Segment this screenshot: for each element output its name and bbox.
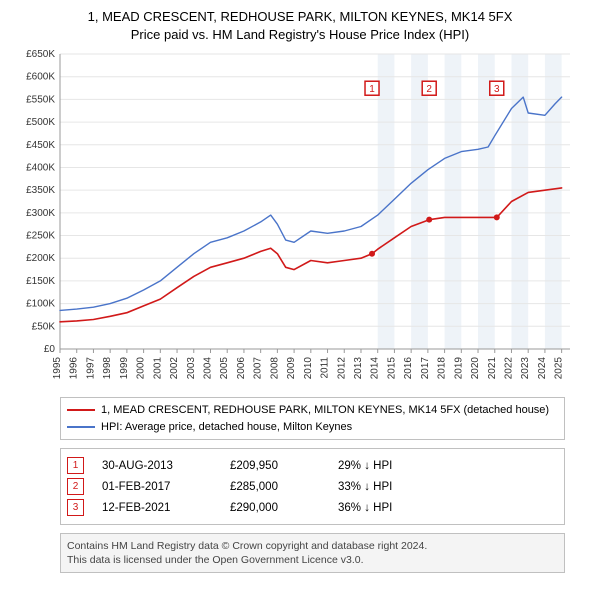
legend-label: 1, MEAD CRESCENT, REDHOUSE PARK, MILTON … [101,402,549,419]
x-tick-label: 2014 [370,357,381,380]
sales-marker: 3 [67,499,84,516]
attribution-box: Contains HM Land Registry data © Crown c… [60,533,565,573]
x-tick-label: 1995 [52,357,63,380]
price-chart-svg: £0 £50K £100K £150K £200K £250K £300K £350K £400… [10,49,590,389]
x-tick-label: 2024 [537,357,548,380]
x-tick-label: 2023 [520,357,531,380]
sale-tag-label: 1 [369,84,375,95]
sales-date: 01-FEB-2017 [102,481,212,493]
x-tick-label: 2010 [303,357,314,380]
x-tick-label: 2002 [169,357,180,380]
y-tick-label: £400K [26,163,55,174]
chart-area: £0 £50K £100K £150K £200K £250K £300K £350K £400… [10,49,590,389]
x-tick-label: 1998 [102,357,113,380]
x-tick-label: 2016 [403,357,414,380]
y-tick-label: £100K [26,299,55,310]
attribution-line-1: Contains HM Land Registry data © Crown c… [67,539,558,553]
title-line-1: 1, MEAD CRESCENT, REDHOUSE PARK, MILTON … [10,8,590,26]
sales-date: 12-FEB-2021 [102,502,212,514]
x-tick-label: 2001 [152,357,163,380]
y-tick-label: £500K [26,117,55,128]
y-tick-label: £650K [26,49,55,60]
sales-price: £209,950 [230,460,320,472]
sale-point [369,251,375,257]
y-tick-label: £50K [32,321,56,332]
x-tick-label: 2004 [202,357,213,380]
sales-marker: 1 [67,457,84,474]
x-tick-label: 2015 [386,357,397,380]
y-tick-label: £450K [26,140,55,151]
x-tick-label: 1997 [85,357,96,380]
x-tick-label: 2013 [353,357,364,380]
x-tick-label: 2021 [487,357,498,380]
legend-label: HPI: Average price, detached house, Milt… [101,419,352,436]
y-tick-label: £200K [26,253,55,264]
x-tick-label: 2008 [269,357,280,380]
x-tick-label: 1996 [69,357,80,380]
attribution-line-2: This data is licensed under the Open Gov… [67,553,558,567]
x-tick-label: 2018 [437,357,448,380]
legend-item: 1, MEAD CRESCENT, REDHOUSE PARK, MILTON … [67,402,558,419]
x-tick-label: 2005 [219,357,230,380]
x-tick-label: 1999 [119,357,130,380]
sales-row: 1 30-AUG-2013 £209,950 29% ↓ HPI [67,455,558,476]
legend-swatch [67,426,95,428]
legend-item: HPI: Average price, detached house, Milt… [67,419,558,436]
y-tick-label: £250K [26,231,55,242]
x-tick-label: 2003 [186,357,197,380]
title-line-2: Price paid vs. HM Land Registry's House … [10,26,590,44]
legend-box: 1, MEAD CRESCENT, REDHOUSE PARK, MILTON … [60,397,565,440]
sale-point [494,214,500,220]
x-tick-label: 2020 [470,357,481,380]
x-tick-label: 2025 [554,357,565,380]
legend-swatch [67,409,95,411]
x-tick-label: 2019 [453,357,464,380]
sales-price: £285,000 [230,481,320,493]
x-tick-label: 2011 [320,357,331,379]
sale-tag-label: 3 [494,84,500,95]
y-tick-label: £150K [26,276,55,287]
sales-date: 30-AUG-2013 [102,460,212,472]
chart-title: 1, MEAD CRESCENT, REDHOUSE PARK, MILTON … [10,8,590,43]
sales-row: 2 01-FEB-2017 £285,000 33% ↓ HPI [67,476,558,497]
y-tick-label: £0 [44,344,56,355]
sales-hpi: 36% ↓ HPI [338,502,428,514]
sales-row: 3 12-FEB-2021 £290,000 36% ↓ HPI [67,497,558,518]
x-tick-label: 2022 [503,357,514,380]
sales-marker: 2 [67,478,84,495]
y-tick-label: £350K [26,185,55,196]
y-tick-label: £300K [26,208,55,219]
x-tick-label: 2006 [236,357,247,380]
sales-table: 1 30-AUG-2013 £209,950 29% ↓ HPI 2 01-FEB-201… [60,448,565,525]
y-tick-label: £600K [26,72,55,83]
x-tick-label: 2000 [136,357,147,380]
sales-hpi: 33% ↓ HPI [338,481,428,493]
sales-price: £290,000 [230,502,320,514]
page-root: 1, MEAD CRESCENT, REDHOUSE PARK, MILTON … [0,0,600,583]
x-tick-label: 2017 [420,357,431,380]
y-tick-label: £550K [26,94,55,105]
sale-point [426,217,432,223]
sale-tag-label: 2 [426,84,432,95]
x-tick-label: 2009 [286,357,297,380]
sales-hpi: 29% ↓ HPI [338,460,428,472]
x-tick-label: 2012 [336,357,347,380]
x-tick-label: 2007 [253,357,264,380]
